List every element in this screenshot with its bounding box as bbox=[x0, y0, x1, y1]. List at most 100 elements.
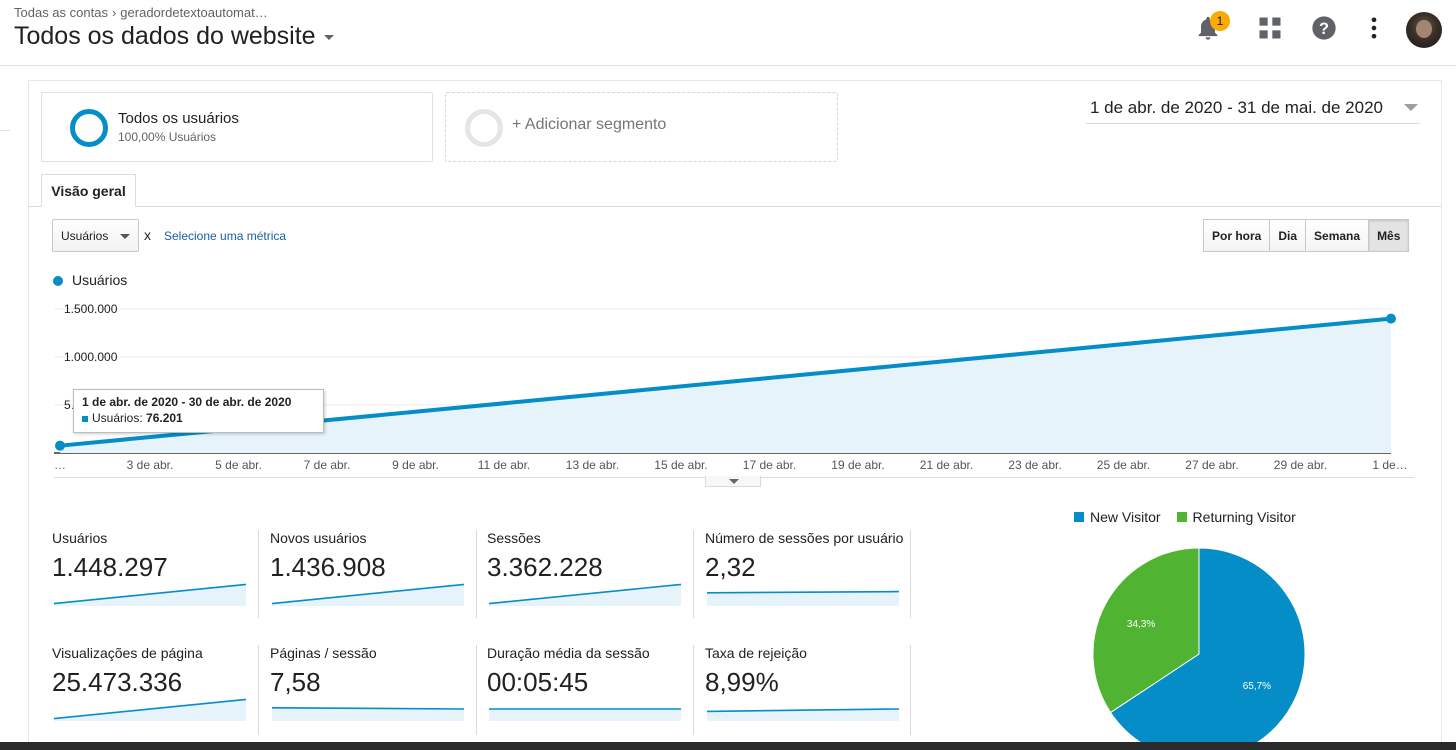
x-tick-label: 15 de abr. bbox=[654, 458, 707, 472]
x-tick-label: 25 de abr. bbox=[1097, 458, 1150, 472]
x-tick-label: 29 de abr. bbox=[1274, 458, 1327, 472]
x-tick-label: 23 de abr. bbox=[1008, 458, 1061, 472]
scorecard-title: Taxa de rejeição bbox=[705, 645, 807, 661]
period-week-button[interactable]: Semana bbox=[1305, 219, 1370, 252]
sparkline bbox=[271, 707, 465, 721]
breadcrumb-accounts[interactable]: Todas as contas bbox=[14, 5, 108, 20]
scorecard-value: 1.448.297 bbox=[52, 552, 168, 582]
sparkline-line bbox=[271, 707, 465, 710]
scorecard[interactable]: Duração média da sessão 00:05:45 bbox=[487, 645, 683, 733]
more-vert-icon[interactable] bbox=[1360, 14, 1388, 42]
scorecard[interactable]: Páginas / sessão 7,58 bbox=[270, 645, 466, 733]
add-segment-button[interactable]: + Adicionar segmento bbox=[445, 92, 838, 162]
chart-expand-handle[interactable] bbox=[705, 476, 761, 487]
pie-slice-label: 65,7% bbox=[1243, 681, 1271, 692]
scorecard[interactable]: Usuários 1.448.297 bbox=[52, 530, 248, 618]
scorecard[interactable]: Número de sessões por usuário 2,32 bbox=[705, 530, 904, 618]
x-tick-label: 1 de… bbox=[1372, 458, 1407, 472]
segment-name: Todos os usuários bbox=[118, 110, 239, 127]
app-header: Todas as contas › geradordetextoautomat… T… bbox=[0, 0, 1456, 66]
caret-down-icon bbox=[323, 34, 334, 40]
legend-item-new-visitor[interactable]: New Visitor bbox=[1074, 509, 1161, 525]
legend-marker bbox=[53, 276, 63, 286]
legend-label[interactable]: Usuários bbox=[72, 272, 128, 288]
x-tick-label: 19 de abr. bbox=[831, 458, 884, 472]
scorecard-value: 8,99% bbox=[705, 667, 779, 697]
breadcrumb[interactable]: Todas as contas › geradordetextoautomat… bbox=[14, 5, 268, 20]
svg-text:?: ? bbox=[1319, 20, 1329, 38]
scorecard-value: 3.362.228 bbox=[487, 552, 603, 582]
x-tick-label: 17 de abr. bbox=[743, 458, 796, 472]
scorecard-title: Visualizações de página bbox=[52, 645, 203, 661]
divider bbox=[693, 645, 694, 735]
scorecard[interactable]: Sessões 3.362.228 bbox=[487, 530, 683, 618]
tooltip-value: 76.201 bbox=[146, 411, 183, 425]
scorecard-value: 2,32 bbox=[705, 552, 756, 582]
date-range-picker[interactable]: 1 de abr. de 2020 - 31 de mai. de 2020 bbox=[1086, 96, 1420, 124]
sparkline bbox=[488, 583, 682, 606]
divider bbox=[910, 530, 911, 618]
period-day-button[interactable]: Dia bbox=[1269, 219, 1307, 252]
breadcrumb-property[interactable]: geradordetextoautomat… bbox=[120, 5, 268, 20]
scorecard[interactable]: Visualizações de página 25.473.336 bbox=[52, 645, 248, 733]
scorecard-title: Novos usuários bbox=[270, 530, 367, 546]
avatar[interactable] bbox=[1406, 12, 1442, 48]
scorecard-title: Páginas / sessão bbox=[270, 645, 377, 661]
scorecard-value: 1.436.908 bbox=[270, 552, 386, 582]
legend-label: Returning Visitor bbox=[1192, 509, 1296, 525]
pie-slice[interactable] bbox=[1109, 547, 1306, 750]
sparkline-area bbox=[707, 591, 899, 606]
x-tick-label: 13 de abr. bbox=[566, 458, 619, 472]
legend-swatch bbox=[1176, 512, 1187, 522]
period-hour-button[interactable]: Por hora bbox=[1203, 219, 1271, 252]
divider bbox=[693, 530, 694, 618]
visitor-type-pie-chart[interactable]: 65,7% 34,3% bbox=[1092, 543, 1306, 750]
view-selector[interactable]: Todos os dados do website bbox=[14, 22, 334, 51]
sparkline bbox=[706, 590, 900, 606]
scorecard-value: 25.473.336 bbox=[52, 667, 183, 697]
sparkline bbox=[489, 708, 681, 721]
chevron-right-icon: › bbox=[111, 5, 117, 20]
x-tick-label: 7 de abr. bbox=[304, 458, 351, 472]
sparkline-line bbox=[706, 590, 900, 594]
select-metric-link[interactable]: Selecione uma métrica bbox=[164, 229, 287, 243]
divider bbox=[0, 130, 10, 131]
data-point[interactable] bbox=[55, 440, 65, 451]
scorecard-title: Sessões bbox=[487, 530, 541, 546]
scorecard-title: Número de sessões por usuário bbox=[705, 530, 904, 546]
sparkline bbox=[53, 698, 247, 721]
metric-dropdown[interactable]: Usuários bbox=[52, 219, 139, 252]
sparkline-area bbox=[272, 707, 464, 721]
sparkline bbox=[706, 708, 900, 721]
vs-label: x bbox=[144, 227, 151, 243]
sparkline-line bbox=[53, 583, 247, 605]
help-icon[interactable]: ? bbox=[1310, 14, 1338, 42]
notification-badge: 1 bbox=[1210, 11, 1230, 31]
tab-overview[interactable]: Visão geral bbox=[41, 174, 136, 207]
x-tick-label: 3 de abr. bbox=[127, 458, 174, 472]
scorecard[interactable]: Novos usuários 1.436.908 bbox=[270, 530, 466, 618]
tooltip-label: Usuários: bbox=[92, 411, 147, 425]
segment-card-all-users[interactable]: Todos os usuários 100,00% Usuários bbox=[41, 92, 433, 162]
apps-grid-icon[interactable] bbox=[1256, 14, 1284, 42]
x-tick-label: 11 de abr. bbox=[478, 458, 531, 472]
divider bbox=[258, 530, 259, 618]
period-month-button[interactable]: Mês bbox=[1368, 219, 1410, 252]
sparkline-line bbox=[271, 583, 465, 605]
date-range-label: 1 de abr. de 2020 - 31 de mai. de 2020 bbox=[1090, 98, 1384, 117]
divider bbox=[476, 530, 477, 618]
x-tick-label: 5 de abr. bbox=[215, 458, 262, 472]
caret-down-icon bbox=[1404, 104, 1418, 111]
legend-item-returning-visitor[interactable]: Returning Visitor bbox=[1176, 509, 1296, 525]
scorecard[interactable]: Taxa de rejeição 8,99% bbox=[705, 645, 901, 733]
metric-dropdown-value: Usuários bbox=[61, 229, 109, 243]
pie-slice-label: 34,3% bbox=[1127, 619, 1155, 630]
scorecard-title: Usuários bbox=[52, 530, 108, 546]
sparkline-line bbox=[488, 583, 682, 605]
sparkline-area bbox=[707, 709, 899, 721]
data-point[interactable] bbox=[1386, 313, 1396, 324]
pie-slice[interactable] bbox=[1092, 547, 1200, 714]
scorecard-title: Duração média da sessão bbox=[487, 645, 650, 661]
